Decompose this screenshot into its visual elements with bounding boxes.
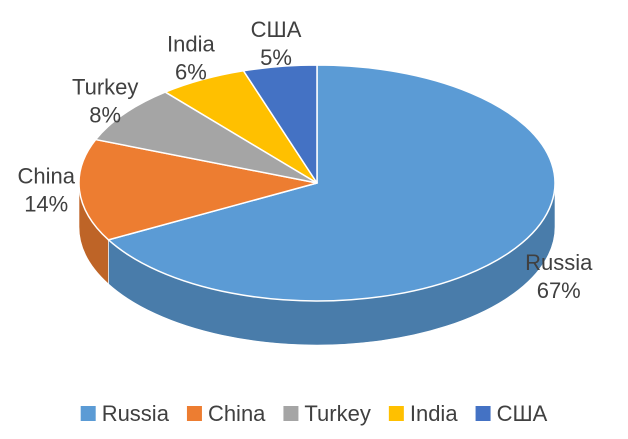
slice-percent-сша: 5% (260, 45, 292, 70)
slice-label-china: China (17, 163, 75, 188)
pie-slices (78, 64, 556, 302)
legend-label-china: China (208, 401, 266, 426)
slice-label-russia: Russia (525, 250, 593, 275)
legend-label-russia: Russia (102, 401, 170, 426)
legend-label-turkey: Turkey (304, 401, 370, 426)
legend-swatch-turkey (283, 406, 299, 421)
slice-percent-india: 6% (175, 59, 207, 84)
legend: Russia China Turkey India США (80, 401, 548, 426)
slice-china (78, 138, 318, 241)
slice-сша (242, 64, 318, 184)
slice-labels: Russia 67% China 14% Turkey 8% India 6% США 5% (17, 17, 593, 303)
legend-label-сша: США (497, 401, 548, 426)
slice-percent-russia: 67% (537, 278, 581, 303)
slice-label-turkey: Turkey (72, 75, 138, 100)
slice-turkey (94, 91, 318, 184)
slice-russia (107, 64, 556, 302)
slice-label-india: India (167, 31, 215, 56)
slice-percent-china: 14% (24, 191, 68, 216)
slice-label-сша: США (251, 17, 302, 42)
legend-label-india: India (410, 401, 458, 426)
legend-swatch-china (186, 406, 202, 421)
slice-percent-turkey: 8% (89, 103, 121, 128)
legend-swatch-india (388, 406, 404, 421)
legend-swatch-сша (475, 406, 491, 421)
legend-swatch-russia (80, 406, 96, 421)
